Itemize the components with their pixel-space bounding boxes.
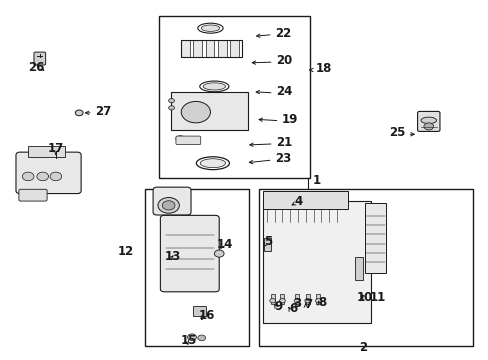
Circle shape [37, 172, 48, 181]
Text: 11: 11 [369, 291, 386, 304]
Text: 18: 18 [315, 62, 332, 75]
Bar [280, 294, 284, 304]
Circle shape [158, 198, 179, 213]
FancyBboxPatch shape [34, 52, 45, 65]
Bar [294, 294, 298, 304]
Circle shape [304, 298, 310, 303]
Text: 26: 26 [28, 61, 44, 74]
FancyBboxPatch shape [176, 136, 201, 145]
FancyBboxPatch shape [28, 146, 64, 157]
Text: 21: 21 [276, 136, 292, 149]
Text: 14: 14 [216, 238, 233, 251]
Text: 15: 15 [180, 333, 196, 347]
Text: 12: 12 [117, 245, 133, 258]
Text: 7: 7 [304, 298, 312, 311]
Bar [259, 189, 472, 346]
Bar [263, 192, 347, 208]
Text: 13: 13 [164, 250, 180, 263]
Text: 22: 22 [274, 27, 290, 40]
Bar [205, 40, 214, 57]
Bar [217, 40, 226, 57]
Circle shape [162, 201, 175, 210]
Bar [263, 202, 370, 323]
Circle shape [214, 250, 224, 257]
Bar [355, 257, 363, 280]
Text: 27: 27 [95, 105, 111, 118]
Text: 9: 9 [274, 300, 282, 313]
Text: 23: 23 [274, 152, 290, 165]
Text: 19: 19 [281, 113, 297, 126]
Bar [264, 238, 270, 251]
Text: 10: 10 [356, 291, 372, 304]
Bar [181, 40, 242, 57]
Bar [181, 40, 190, 57]
Text: 5: 5 [263, 235, 271, 248]
Circle shape [423, 123, 433, 130]
Circle shape [279, 298, 285, 303]
Bar [305, 294, 309, 304]
Circle shape [187, 334, 196, 341]
FancyBboxPatch shape [160, 215, 219, 292]
Text: 6: 6 [288, 302, 297, 315]
Circle shape [198, 335, 205, 341]
FancyBboxPatch shape [19, 189, 47, 201]
FancyBboxPatch shape [365, 203, 385, 273]
Circle shape [168, 106, 174, 110]
Circle shape [50, 172, 61, 181]
Text: 20: 20 [276, 54, 292, 67]
Bar [193, 40, 202, 57]
Text: 3: 3 [292, 297, 301, 310]
Circle shape [269, 298, 275, 303]
Circle shape [189, 137, 198, 143]
Text: 2: 2 [359, 341, 367, 354]
Circle shape [181, 102, 210, 123]
Circle shape [75, 110, 83, 116]
FancyBboxPatch shape [16, 152, 81, 194]
Circle shape [22, 172, 34, 181]
Text: 25: 25 [389, 126, 405, 139]
FancyBboxPatch shape [170, 93, 248, 130]
Circle shape [168, 99, 174, 103]
Ellipse shape [200, 159, 225, 168]
Bar [270, 294, 274, 304]
Text: 16: 16 [198, 309, 214, 321]
Ellipse shape [201, 25, 219, 31]
Text: 17: 17 [48, 142, 64, 155]
Bar [159, 16, 309, 178]
Bar [193, 306, 205, 316]
Circle shape [315, 298, 321, 303]
FancyBboxPatch shape [153, 187, 191, 215]
Bar [144, 189, 249, 346]
Circle shape [293, 298, 299, 303]
FancyBboxPatch shape [417, 111, 439, 131]
Circle shape [176, 136, 184, 142]
Text: 24: 24 [276, 85, 292, 98]
Text: 1: 1 [312, 174, 320, 186]
Text: 4: 4 [294, 195, 303, 208]
Ellipse shape [420, 117, 436, 123]
Bar [316, 294, 320, 304]
Text: 8: 8 [318, 296, 326, 309]
Bar [229, 40, 238, 57]
Ellipse shape [203, 83, 225, 90]
